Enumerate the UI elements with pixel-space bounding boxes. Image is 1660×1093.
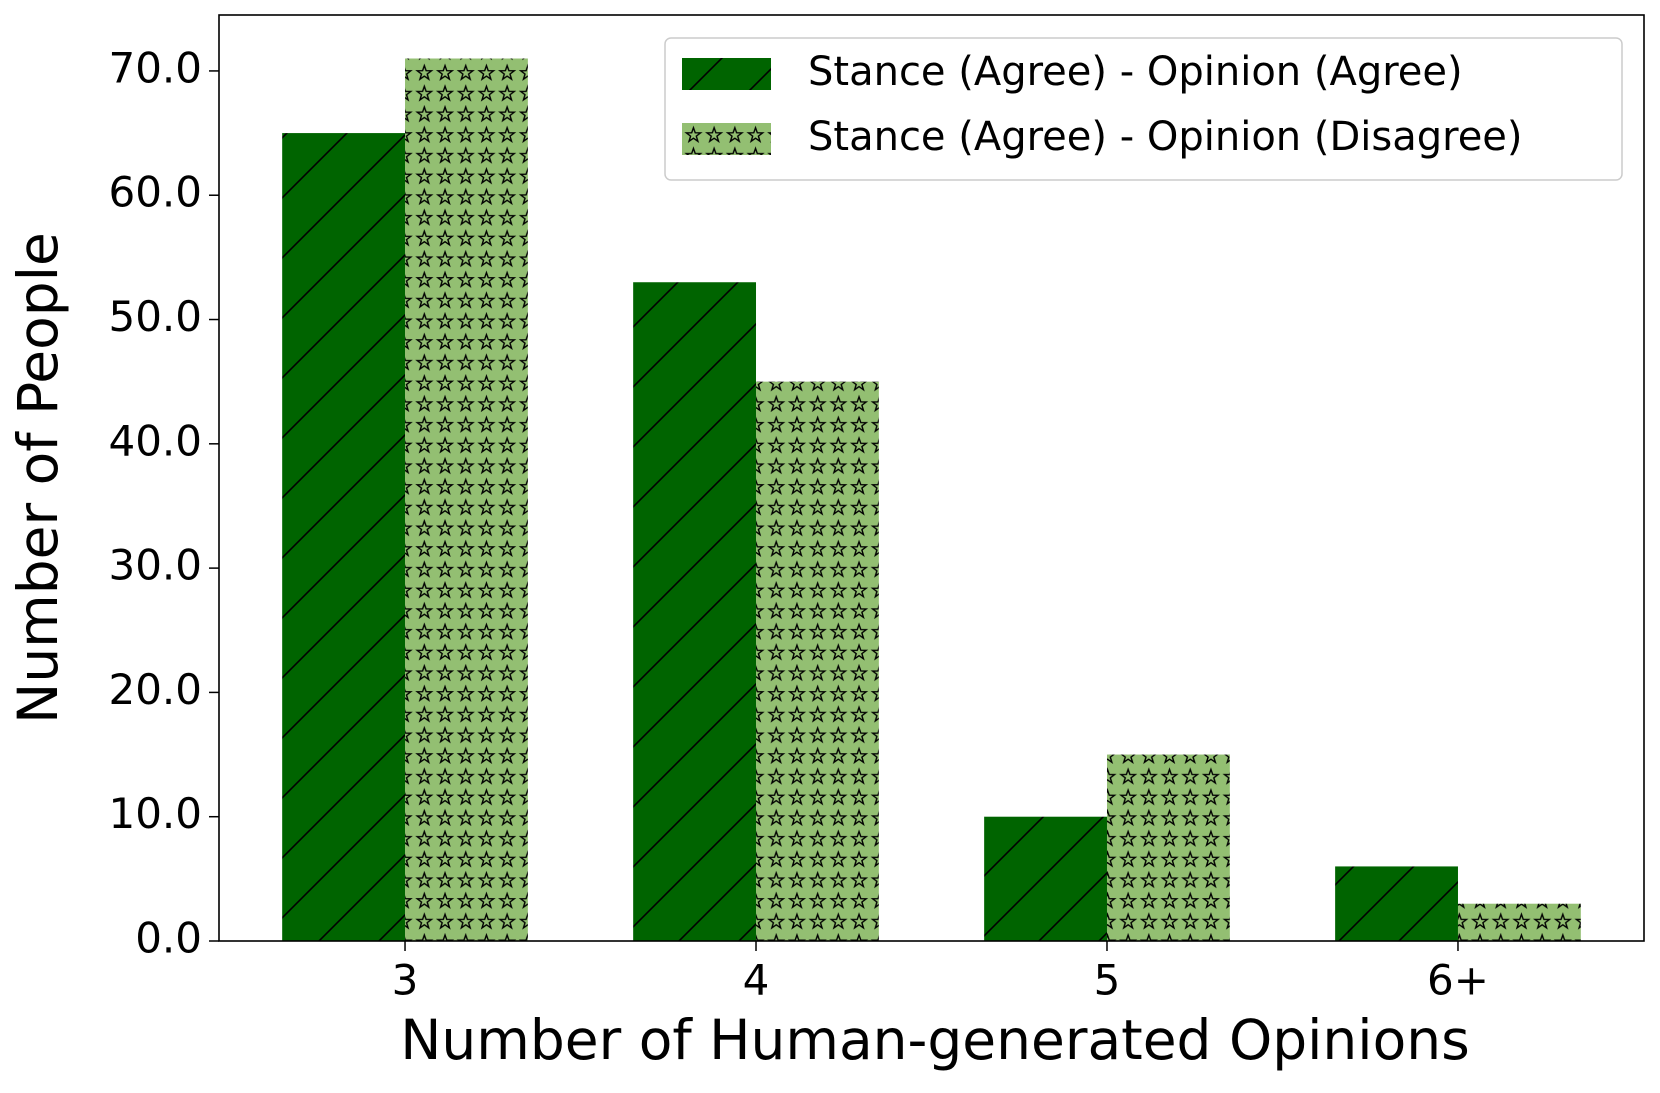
y-tick-label: 60.0 — [108, 168, 202, 217]
x-tick-label: 6+ — [1427, 956, 1489, 1005]
y-tick-label: 20.0 — [108, 665, 202, 714]
y-tick-label: 30.0 — [108, 541, 202, 590]
legend-swatch — [682, 123, 771, 155]
x-tick-label: 3 — [392, 956, 419, 1005]
bar — [1106, 754, 1230, 941]
bar — [1457, 903, 1581, 941]
x-axis-label: Number of Human-generated Opinions — [400, 1008, 1469, 1072]
y-tick-label: 50.0 — [108, 292, 202, 341]
x-tick-label: 4 — [743, 956, 770, 1005]
y-tick-label: 0.0 — [135, 914, 202, 963]
y-axis-label: Number of People — [6, 232, 70, 724]
bar — [984, 816, 1107, 941]
y-tick-label: 40.0 — [108, 416, 202, 465]
y-tick-label: 10.0 — [108, 789, 202, 838]
bar — [633, 282, 757, 942]
legend-label: Stance (Agree) - Opinion (Agree) — [808, 49, 1463, 95]
legend-label: Stance (Agree) - Opinion (Disagree) — [808, 114, 1523, 160]
plot-frame — [218, 14, 1645, 942]
legend-box — [664, 37, 1623, 181]
legend-swatch — [682, 58, 771, 90]
bar — [1335, 866, 1458, 941]
bar — [756, 381, 879, 941]
y-tick-label: 70.0 — [108, 43, 202, 92]
bar — [282, 133, 406, 941]
x-tick-label: 5 — [1094, 956, 1121, 1005]
bar — [405, 58, 528, 941]
